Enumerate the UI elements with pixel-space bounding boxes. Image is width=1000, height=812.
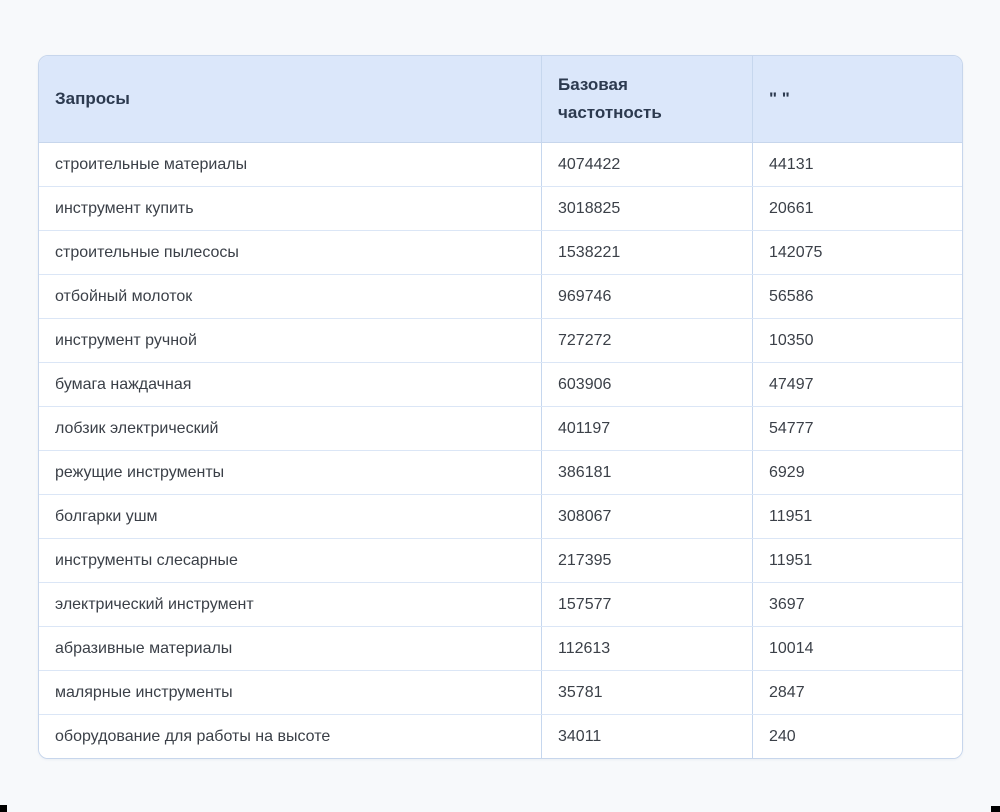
base-frequency-cell: 3018825	[541, 187, 752, 230]
query-cell: абразивные материалы	[55, 639, 233, 657]
base-frequency-cell: 386181	[541, 451, 752, 494]
table-row: болгарки ушм 308067 11951	[39, 494, 962, 538]
column-header-queries: Запросы	[55, 89, 130, 108]
quoted-frequency-cell: 6929	[752, 451, 962, 494]
keyword-frequency-table: Запросы Базовая частотность " " строител…	[38, 55, 963, 759]
query-cell: инструменты слесарные	[55, 551, 238, 569]
query-cell: оборудование для работы на высоте	[55, 727, 331, 745]
quoted-frequency-cell: 44131	[752, 143, 962, 186]
column-header-quoted-frequency: " "	[752, 56, 962, 142]
table-row: инструмент купить 3018825 20661	[39, 186, 962, 230]
query-cell: режущие инструменты	[55, 463, 225, 481]
quoted-frequency-cell: 56586	[752, 275, 962, 318]
table-row: режущие инструменты 386181 6929	[39, 450, 962, 494]
table-header-row: Запросы Базовая частотность " "	[39, 56, 962, 142]
table-row: строительные материалы 4074422 44131	[39, 142, 962, 186]
quoted-frequency-cell: 10014	[752, 627, 962, 670]
quoted-frequency-cell: 240	[752, 715, 962, 758]
query-cell: строительные пылесосы	[55, 243, 239, 261]
query-cell: строительные материалы	[55, 155, 248, 173]
base-frequency-cell: 401197	[541, 407, 752, 450]
query-cell: инструмент ручной	[55, 331, 197, 349]
base-frequency-cell: 112613	[541, 627, 752, 670]
quoted-frequency-cell: 2847	[752, 671, 962, 714]
query-cell: малярные инструменты	[55, 683, 233, 701]
table-body: строительные материалы 4074422 44131 инс…	[39, 142, 962, 758]
table-row: инструмент ручной 727272 10350	[39, 318, 962, 362]
query-cell: лобзик электрический	[55, 419, 219, 437]
query-cell: болгарки ушм	[55, 507, 158, 525]
quoted-frequency-cell: 3697	[752, 583, 962, 626]
column-header-base-frequency: Базовая частотность	[541, 56, 752, 142]
base-frequency-cell: 157577	[541, 583, 752, 626]
base-frequency-cell: 1538221	[541, 231, 752, 274]
table-row: малярные инструменты 35781 2847	[39, 670, 962, 714]
table-row: отбойный молоток 969746 56586	[39, 274, 962, 318]
base-frequency-cell: 603906	[541, 363, 752, 406]
base-frequency-cell: 727272	[541, 319, 752, 362]
quoted-frequency-cell: 10350	[752, 319, 962, 362]
query-cell: отбойный молоток	[55, 287, 193, 305]
query-cell: бумага наждачная	[55, 375, 192, 393]
quoted-frequency-cell: 20661	[752, 187, 962, 230]
quoted-frequency-cell: 142075	[752, 231, 962, 274]
query-cell: инструмент купить	[55, 199, 194, 217]
screen-corner-artifact-right	[991, 806, 1000, 812]
table-row: инструменты слесарные 217395 11951	[39, 538, 962, 582]
table-row: абразивные материалы 112613 10014	[39, 626, 962, 670]
table-row: оборудование для работы на высоте 34011 …	[39, 714, 962, 758]
table-row: электрический инструмент 157577 3697	[39, 582, 962, 626]
screen-corner-artifact-left	[0, 805, 7, 812]
table-row: бумага наждачная 603906 47497	[39, 362, 962, 406]
table-row: лобзик электрический 401197 54777	[39, 406, 962, 450]
base-frequency-cell: 969746	[541, 275, 752, 318]
base-frequency-cell: 308067	[541, 495, 752, 538]
base-frequency-cell: 4074422	[541, 143, 752, 186]
quoted-frequency-cell: 11951	[752, 539, 962, 582]
base-frequency-cell: 35781	[541, 671, 752, 714]
quoted-frequency-cell: 54777	[752, 407, 962, 450]
base-frequency-cell: 217395	[541, 539, 752, 582]
table-row: строительные пылесосы 1538221 142075	[39, 230, 962, 274]
quoted-frequency-cell: 11951	[752, 495, 962, 538]
quoted-frequency-cell: 47497	[752, 363, 962, 406]
query-cell: электрический инструмент	[55, 595, 254, 613]
base-frequency-cell: 34011	[541, 715, 752, 758]
